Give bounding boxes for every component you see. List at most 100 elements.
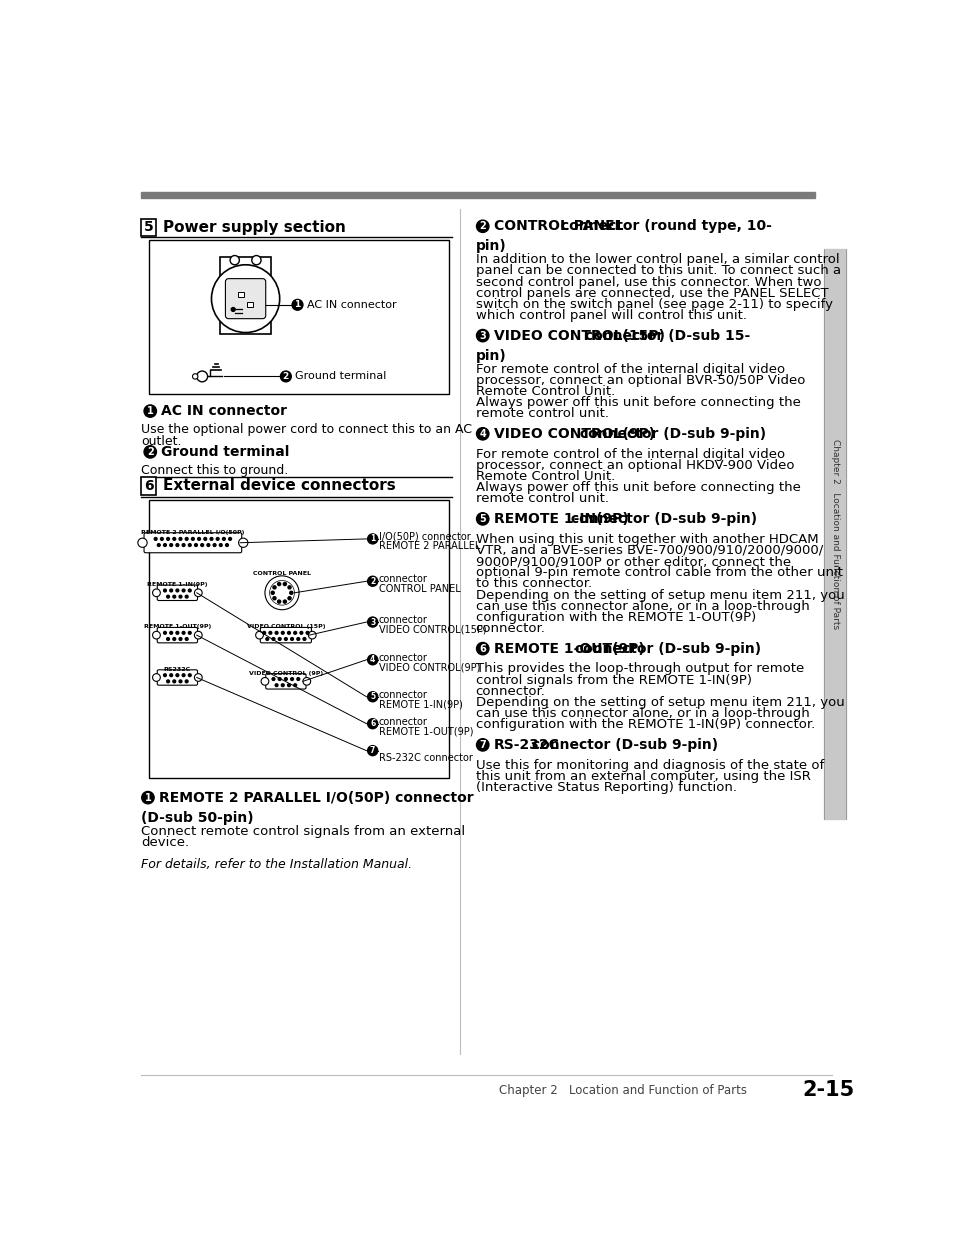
Text: For details, refer to the Installation Manual.: For details, refer to the Installation M… — [141, 857, 412, 871]
Circle shape — [476, 330, 488, 342]
Circle shape — [142, 791, 154, 804]
Circle shape — [216, 537, 219, 540]
Circle shape — [182, 590, 185, 592]
Circle shape — [193, 373, 197, 379]
Circle shape — [188, 674, 191, 677]
Text: 6: 6 — [370, 719, 375, 728]
Circle shape — [270, 581, 294, 605]
Circle shape — [222, 537, 225, 540]
Bar — [141, 219, 156, 235]
Text: I/O(50P) connector: I/O(50P) connector — [378, 532, 470, 542]
Circle shape — [167, 638, 170, 641]
Circle shape — [179, 680, 182, 683]
FancyBboxPatch shape — [225, 279, 266, 318]
Text: can use this connector alone, or in a loop-through: can use this connector alone, or in a lo… — [476, 600, 809, 613]
Text: External device connectors: External device connectors — [163, 478, 395, 494]
Text: 4: 4 — [370, 656, 375, 664]
Bar — [220, 258, 271, 335]
Text: 1: 1 — [147, 406, 153, 415]
Circle shape — [274, 632, 277, 634]
Text: outlet.: outlet. — [141, 435, 181, 448]
Circle shape — [196, 371, 208, 382]
Text: pin): pin) — [476, 239, 506, 254]
Text: For remote control of the internal digital video: For remote control of the internal digit… — [476, 362, 784, 376]
Circle shape — [303, 638, 306, 641]
Circle shape — [152, 588, 160, 597]
Text: connector.: connector. — [476, 684, 545, 698]
FancyBboxPatch shape — [144, 532, 241, 552]
Text: AC IN connector: AC IN connector — [161, 404, 287, 418]
Circle shape — [167, 596, 170, 598]
Circle shape — [273, 586, 275, 588]
Text: connector.: connector. — [476, 622, 545, 634]
Circle shape — [288, 586, 291, 588]
Text: 5: 5 — [370, 692, 375, 702]
Circle shape — [204, 537, 207, 540]
Text: RS-232C connector: RS-232C connector — [378, 753, 473, 763]
Circle shape — [175, 674, 178, 677]
Text: REMOTE 2 PARALLEL I/O(50P) connector: REMOTE 2 PARALLEL I/O(50P) connector — [158, 791, 473, 805]
Text: remote control unit.: remote control unit. — [476, 407, 608, 420]
Circle shape — [157, 544, 160, 546]
Circle shape — [287, 684, 290, 687]
Text: AC IN connector: AC IN connector — [307, 300, 396, 310]
Text: VIDEO CONTROL(9P): VIDEO CONTROL(9P) — [378, 662, 479, 672]
Text: connector: connector — [378, 653, 427, 663]
Text: VIDEO CONTROL(9P): VIDEO CONTROL(9P) — [493, 427, 654, 440]
Text: connector: connector — [378, 615, 427, 626]
Circle shape — [266, 638, 269, 641]
Text: pin): pin) — [476, 348, 506, 363]
Circle shape — [207, 544, 210, 546]
Text: panel can be connected to this unit. To connect such a: panel can be connected to this unit. To … — [476, 265, 840, 277]
Text: remote control unit.: remote control unit. — [476, 493, 608, 505]
Text: 1: 1 — [145, 792, 152, 802]
Circle shape — [144, 404, 156, 417]
Text: connector (D-sub 9-pin): connector (D-sub 9-pin) — [527, 738, 718, 751]
Circle shape — [170, 674, 172, 677]
Circle shape — [229, 537, 232, 540]
Text: Depending on the setting of setup menu item 211, you: Depending on the setting of setup menu i… — [476, 695, 843, 709]
Text: 2: 2 — [478, 221, 486, 231]
Circle shape — [272, 638, 274, 641]
Circle shape — [163, 590, 166, 592]
Text: optional 9-pin remote control cable from the other unit: optional 9-pin remote control cable from… — [476, 566, 841, 580]
Circle shape — [225, 544, 228, 546]
Circle shape — [269, 632, 272, 634]
Text: REMOTE 1-IN(9P): REMOTE 1-IN(9P) — [378, 699, 462, 709]
Text: connector (D-sub 9-pin): connector (D-sub 9-pin) — [570, 642, 760, 656]
Circle shape — [182, 632, 185, 634]
Circle shape — [188, 632, 191, 634]
Circle shape — [179, 537, 182, 540]
Circle shape — [167, 680, 170, 683]
Text: VIDEO CONTROL (9P): VIDEO CONTROL (9P) — [249, 671, 323, 675]
Circle shape — [172, 638, 175, 641]
Text: 5: 5 — [478, 514, 486, 524]
Circle shape — [197, 537, 200, 540]
Circle shape — [255, 631, 263, 639]
Circle shape — [154, 537, 157, 540]
Circle shape — [476, 642, 488, 654]
Text: Ground terminal: Ground terminal — [294, 372, 386, 382]
Text: Power supply section: Power supply section — [163, 219, 346, 235]
Text: connector (D-sub 9-pin): connector (D-sub 9-pin) — [575, 427, 765, 440]
Circle shape — [290, 591, 293, 595]
Text: RS232C: RS232C — [164, 667, 191, 672]
Text: 5: 5 — [144, 220, 153, 234]
Circle shape — [294, 632, 296, 634]
Circle shape — [163, 632, 166, 634]
Text: This provides the loop-through output for remote: This provides the loop-through output fo… — [476, 663, 803, 675]
Text: control panels are connected, use the PANEL SELECT: control panels are connected, use the PA… — [476, 286, 827, 300]
Bar — [149, 240, 449, 394]
Text: Remote Control Unit.: Remote Control Unit. — [476, 384, 615, 398]
Circle shape — [194, 674, 202, 682]
Circle shape — [299, 632, 302, 634]
Circle shape — [303, 678, 311, 685]
Text: Depending on the setting of setup menu item 211, you: Depending on the setting of setup menu i… — [476, 588, 843, 602]
FancyBboxPatch shape — [260, 627, 311, 643]
Circle shape — [367, 534, 377, 544]
Circle shape — [185, 596, 188, 598]
Text: (D-sub 50-pin): (D-sub 50-pin) — [141, 811, 253, 825]
FancyBboxPatch shape — [157, 627, 197, 643]
Circle shape — [172, 537, 175, 540]
Circle shape — [296, 678, 299, 680]
